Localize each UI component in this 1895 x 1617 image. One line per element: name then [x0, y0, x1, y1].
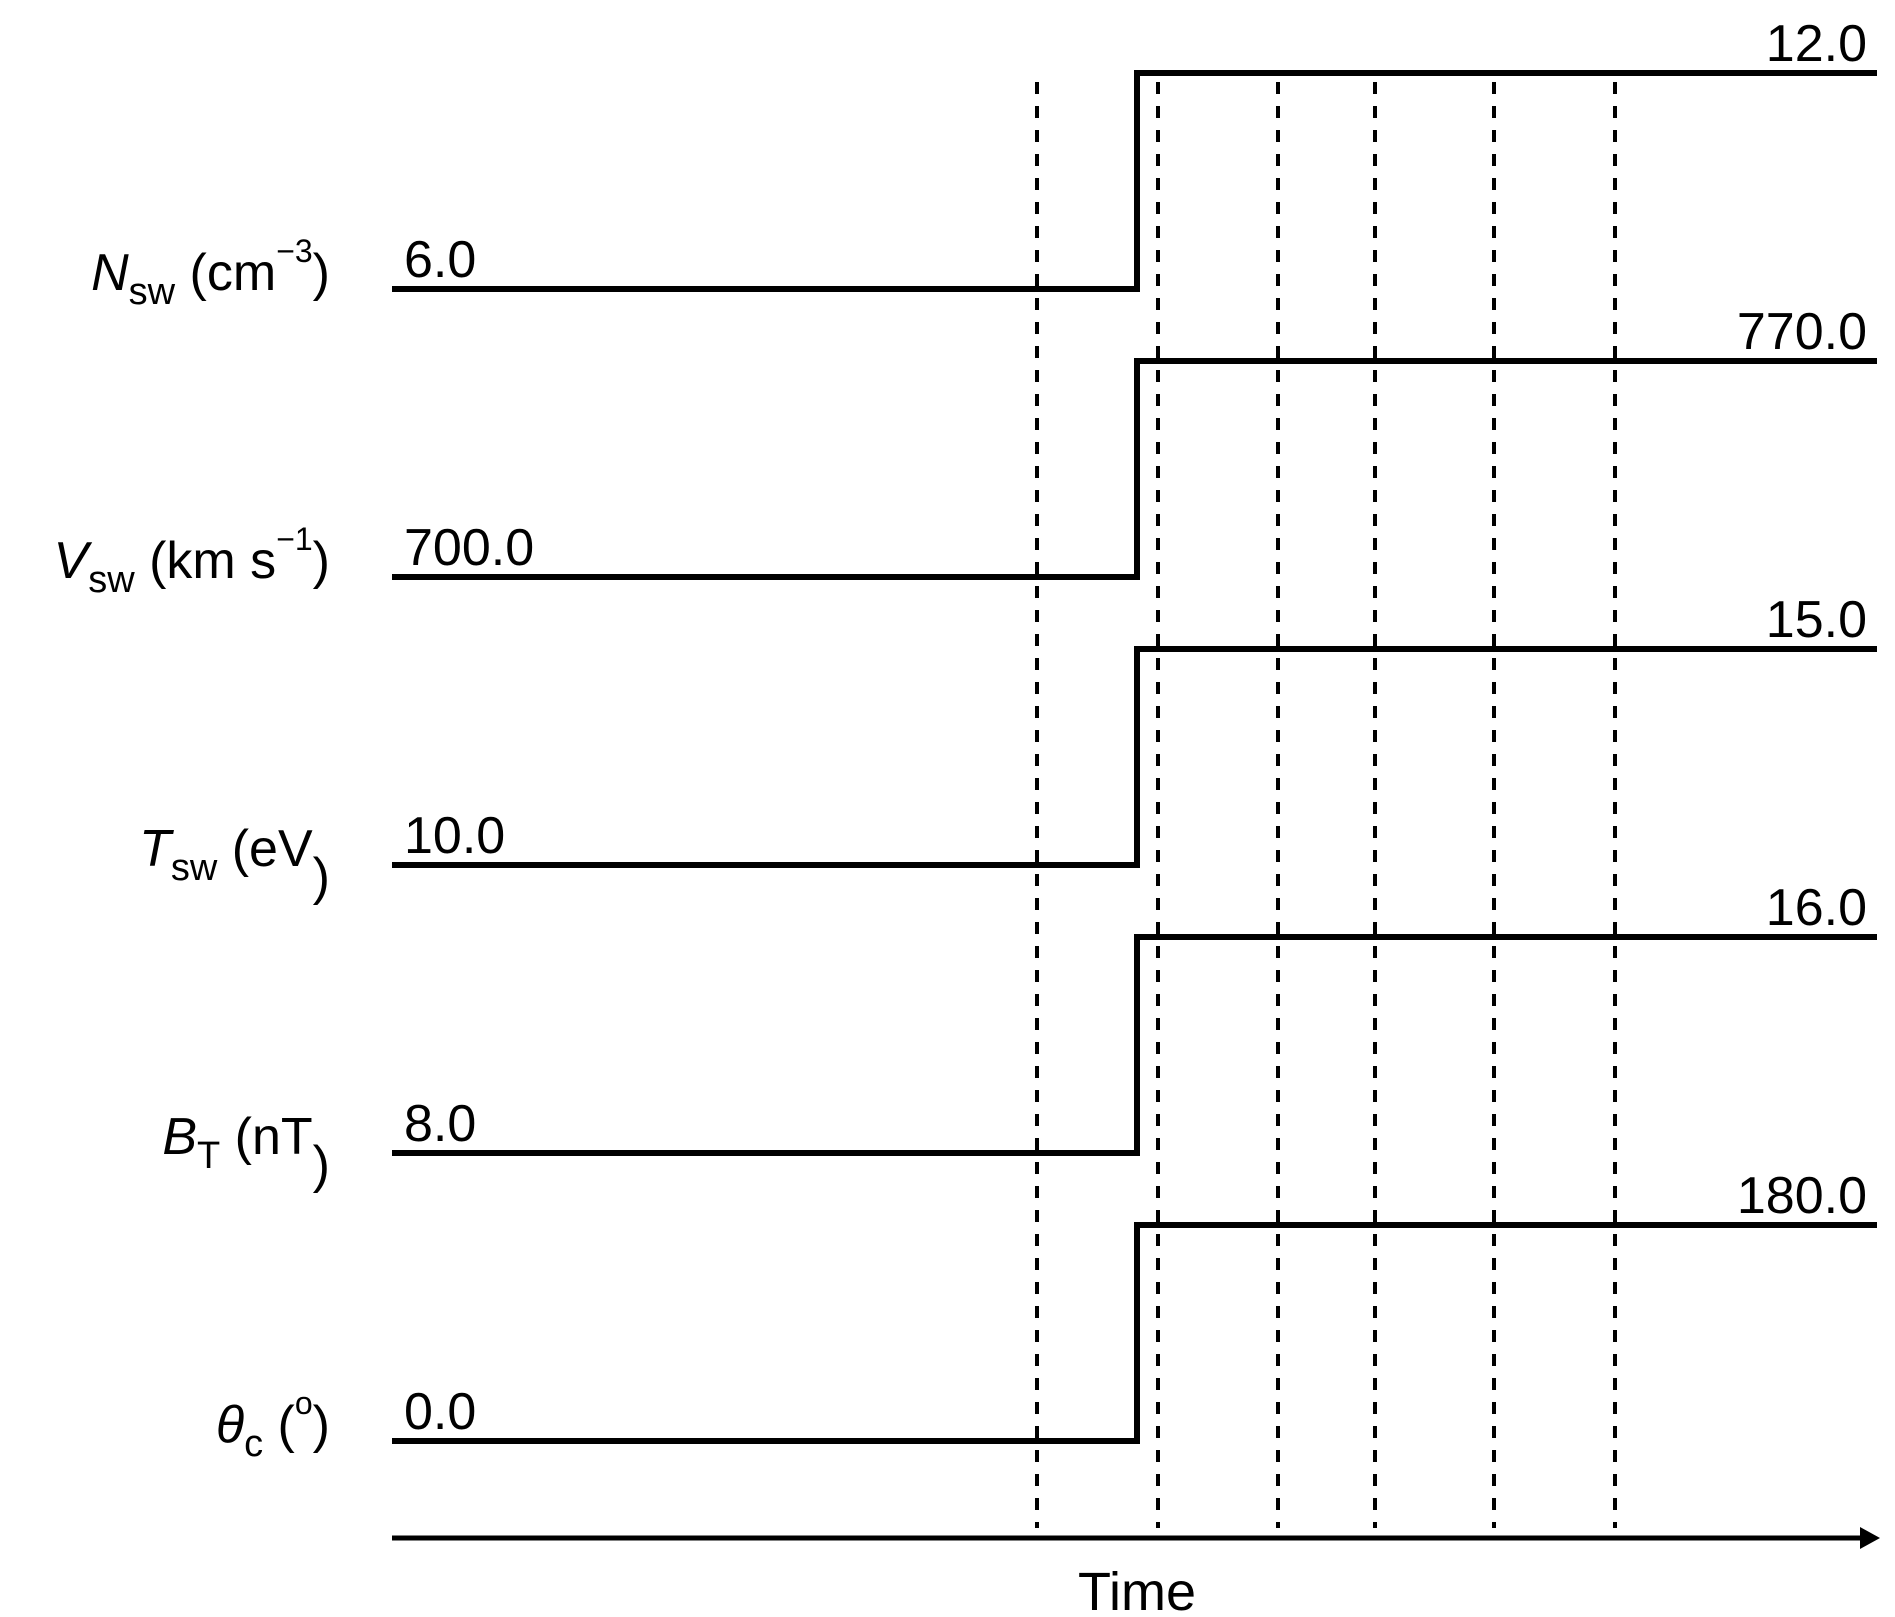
step-line — [392, 1222, 1877, 1444]
value-before: 700.0 — [404, 519, 534, 577]
value-before: 10.0 — [404, 807, 505, 865]
row-temperature: Tsw (eV) 10.0 15.0 — [139, 591, 1877, 906]
row-density: Nsw (cm−3) 6.0 12.0 — [91, 15, 1877, 313]
time-axis-label: Time — [1078, 1562, 1196, 1617]
value-before: 0.0 — [404, 1383, 476, 1441]
value-before: 8.0 — [404, 1095, 476, 1153]
value-after: 15.0 — [1766, 591, 1867, 649]
param-label: Vsw (km s−1) — [54, 521, 330, 601]
param-label: Tsw (eV) — [139, 820, 330, 906]
value-after: 770.0 — [1737, 303, 1867, 361]
step-line — [392, 70, 1877, 292]
value-before: 6.0 — [404, 231, 476, 289]
param-label: θc (o) — [216, 1385, 330, 1465]
row-clock-angle: θc (o) 0.0 180.0 — [216, 1167, 1877, 1465]
step-line — [392, 646, 1877, 868]
value-after: 180.0 — [1737, 1167, 1867, 1225]
time-axis: Time — [392, 1527, 1880, 1617]
row-magnetic-field: BT (nT) 8.0 16.0 — [162, 879, 1877, 1194]
value-after: 16.0 — [1766, 879, 1867, 937]
step-line — [392, 358, 1877, 580]
row-velocity: Vsw (km s−1) 700.0 770.0 — [54, 303, 1877, 601]
param-label: BT (nT) — [162, 1108, 330, 1194]
time-markers — [1035, 82, 1617, 1528]
time-axis-arrowhead — [1860, 1527, 1880, 1549]
step-line — [392, 934, 1877, 1156]
value-after: 12.0 — [1766, 15, 1867, 73]
param-label: Nsw (cm−3) — [91, 233, 330, 313]
